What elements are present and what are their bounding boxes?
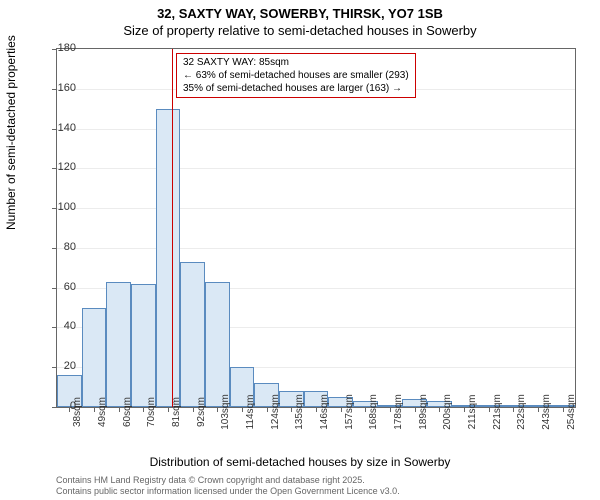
x-axis-label: Distribution of semi-detached houses by … [0,455,600,469]
annotation-line: ← 63% of semi-detached houses are smalle… [183,69,409,82]
x-tick-label: 38sqm [72,397,83,427]
chart-subtitle: Size of property relative to semi-detach… [0,23,600,42]
x-tick-label: 92sqm [196,397,207,427]
y-axis-label: Number of semi-detached properties [4,35,18,230]
x-tick-label: 70sqm [146,397,157,427]
histogram-bar [156,109,181,407]
x-tick-label: 232sqm [516,394,527,430]
x-tick-label: 243sqm [541,394,552,430]
x-tick-label: 135sqm [294,394,305,430]
histogram-bar [82,308,107,407]
chart-title: 32, SAXTY WAY, SOWERBY, THIRSK, YO7 1SB [0,0,600,23]
histogram-bar [106,282,131,407]
y-tick-label: 40 [64,320,76,332]
x-tick-label: 49sqm [97,397,108,427]
x-tick-label: 168sqm [368,394,379,430]
x-tick-label: 211sqm [467,395,478,430]
footer-text: Contains HM Land Registry data © Crown c… [56,475,400,497]
x-tick-label: 124sqm [270,394,281,430]
x-tick-label: 157sqm [344,394,355,430]
x-tick-label: 189sqm [418,394,429,430]
x-tick-label: 200sqm [442,394,453,430]
footer-line-2: Contains public sector information licen… [56,486,400,497]
x-tick-label: 254sqm [566,394,577,430]
histogram-bar [180,262,205,407]
y-tick-label: 80 [64,241,76,253]
annotation-line: 32 SAXTY WAY: 85sqm [183,56,409,69]
y-tick-label: 160 [58,82,76,94]
plot-area: 32 SAXTY WAY: 85sqm← 63% of semi-detache… [56,48,576,408]
annotation-box: 32 SAXTY WAY: 85sqm← 63% of semi-detache… [176,53,416,98]
histogram-bar [205,282,230,407]
x-tick-label: 221sqm [492,394,503,430]
histogram-bar [131,284,156,407]
footer-line-1: Contains HM Land Registry data © Crown c… [56,475,400,486]
x-tick-label: 178sqm [393,394,404,430]
y-tick-label: 100 [58,201,76,213]
y-tick-label: 60 [64,281,76,293]
y-tick-label: 20 [64,360,76,372]
x-tick-label: 114sqm [245,395,256,430]
annotation-line: 35% of semi-detached houses are larger (… [183,82,409,95]
y-tick-label: 180 [58,42,76,54]
y-tick-label: 120 [58,161,76,173]
x-tick-label: 60sqm [122,397,133,427]
chart-container: 32, SAXTY WAY, SOWERBY, THIRSK, YO7 1SB … [0,0,600,500]
x-tick-label: 146sqm [319,394,330,430]
marker-line [172,49,173,407]
x-tick-label: 103sqm [220,394,231,430]
x-tick-label: 81sqm [171,397,182,427]
y-tick-label: 140 [58,122,76,134]
